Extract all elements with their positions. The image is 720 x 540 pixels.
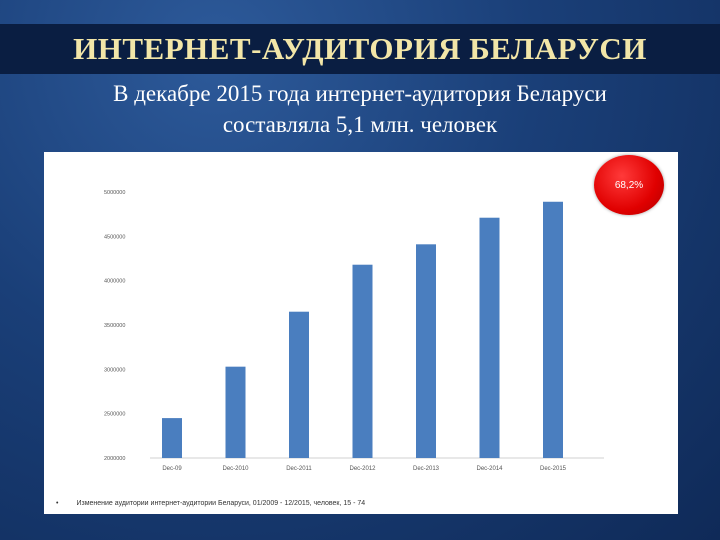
- slide-title: ИНТЕРНЕТ-АУДИТОРИЯ БЕЛАРУСИ: [73, 31, 647, 66]
- y-tick-label: 2500000: [104, 412, 125, 418]
- source-note: • Изменение аудитории интернет-аудитории …: [56, 500, 656, 512]
- bar-dec-2012: [352, 264, 373, 458]
- x-tick-label: Dec-2013: [413, 466, 440, 472]
- bar-dec-09: [162, 418, 182, 458]
- bar-dec-2011: [289, 311, 309, 458]
- bar-dec-2015: [543, 201, 563, 458]
- subtitle-line-2: составляла 5,1 млн. человек: [222, 112, 498, 137]
- x-tick-label: Dec-2010: [222, 466, 249, 472]
- y-tick-label: 2000000: [104, 456, 125, 462]
- slide-header: ИНТЕРНЕТ-АУДИТОРИЯ БЕЛАРУСИ: [0, 24, 720, 74]
- bullet-icon: •: [56, 500, 59, 507]
- subtitle-line-1: В декабре 2015 года интернет-аудитория Б…: [113, 81, 607, 106]
- source-text: Изменение аудитории интернет-аудитории Б…: [76, 500, 366, 507]
- chart-panel: 2000000 2500000 3000000 3500000 4000000 45000…: [44, 152, 678, 514]
- x-tick-label: Dec-2015: [540, 466, 567, 472]
- y-tick-label: 4000000: [104, 279, 125, 285]
- y-tick-label: 4500000: [104, 234, 125, 240]
- badge-label: 68,2%: [614, 179, 644, 191]
- bar-dec-2013: [416, 244, 436, 458]
- y-tick-label: 5000000: [104, 190, 125, 196]
- y-tick-label: 3500000: [104, 323, 125, 329]
- percentage-badge: 68,2%: [594, 155, 664, 215]
- y-tick-label: 3000000: [104, 367, 125, 373]
- bar-chart: 2000000 2500000 3000000 3500000 4000000 45000…: [104, 190, 604, 472]
- slide-subtitle: В декабре 2015 года интернет-аудитория Б…: [20, 78, 700, 140]
- x-tick-label: Dec-09: [162, 466, 182, 472]
- x-tick-label: Dec-2012: [349, 466, 376, 472]
- x-tick-label: Dec-2011: [286, 466, 312, 472]
- x-tick-label: Dec-2014: [476, 466, 503, 472]
- bar-dec-2014: [479, 217, 500, 458]
- bar-dec-2010: [225, 366, 246, 458]
